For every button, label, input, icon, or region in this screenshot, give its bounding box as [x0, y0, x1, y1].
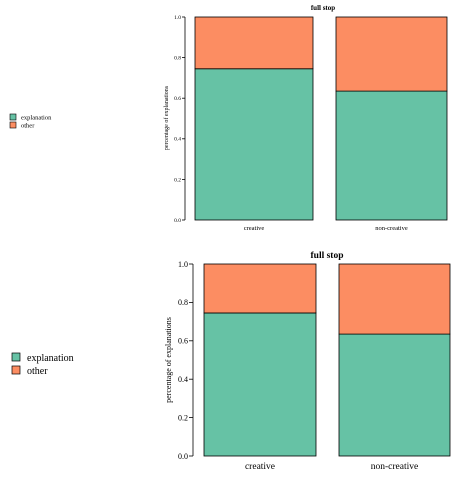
y-tick-label: 0.2	[174, 177, 181, 183]
y-axis-label: percentage of explanations	[163, 85, 170, 150]
x-tick-label: creative	[244, 225, 265, 232]
x-tick-label: non-creative	[375, 225, 408, 232]
chart-title: full stop	[311, 4, 335, 12]
x-tick-label: creative	[245, 462, 275, 472]
chart-title: full stop	[311, 251, 344, 261]
y-tick-label: 0.8	[174, 56, 181, 62]
y-tick-label: 0.6	[178, 337, 188, 346]
bar-segment-other-creative	[203, 263, 317, 314]
legend-label-explanation: explanation	[27, 353, 74, 364]
legend-label-other: other	[27, 366, 48, 377]
y-axis-label: percentage of explanations	[164, 317, 173, 403]
y-tick-label: 1.0	[178, 260, 188, 269]
bar-segment-other-creative	[194, 16, 314, 70]
y-tick-label: 0.2	[178, 413, 188, 422]
y-tick-label: 0.0	[174, 218, 181, 224]
y-tick-label: 1.0	[174, 15, 181, 21]
bar-segment-other-non-creative	[338, 263, 451, 335]
legend: explanation other	[9, 113, 52, 130]
y-tick-label: 0.6	[174, 96, 181, 102]
y-tick-label: 0.8	[178, 298, 188, 307]
bar-segment-other-non-creative	[335, 16, 448, 92]
chart-bottom: full stop percentage of explanations exp…	[11, 251, 451, 472]
x-tick-label: non-creative	[371, 462, 418, 472]
bar-segment-explanation-creative	[203, 312, 317, 457]
legend-label-other: other	[21, 123, 35, 130]
legend-label-explanation: explanation	[21, 115, 52, 122]
chart-top: full stop percentage of explanations exp…	[9, 4, 448, 232]
y-tick-label: 0.4	[174, 137, 181, 143]
legend-swatch-explanation	[9, 113, 17, 121]
bar-segment-explanation-non-creative	[335, 90, 448, 221]
bar-segment-explanation-creative	[194, 68, 314, 221]
legend-swatch-other	[9, 121, 17, 129]
bar-segment-explanation-non-creative	[338, 333, 451, 457]
y-tick-label: 0.4	[178, 375, 188, 384]
legend-swatch-other	[11, 365, 21, 375]
legend: explanation other	[11, 352, 74, 377]
y-tick-label: 0.0	[178, 452, 188, 461]
legend-swatch-explanation	[11, 352, 21, 362]
